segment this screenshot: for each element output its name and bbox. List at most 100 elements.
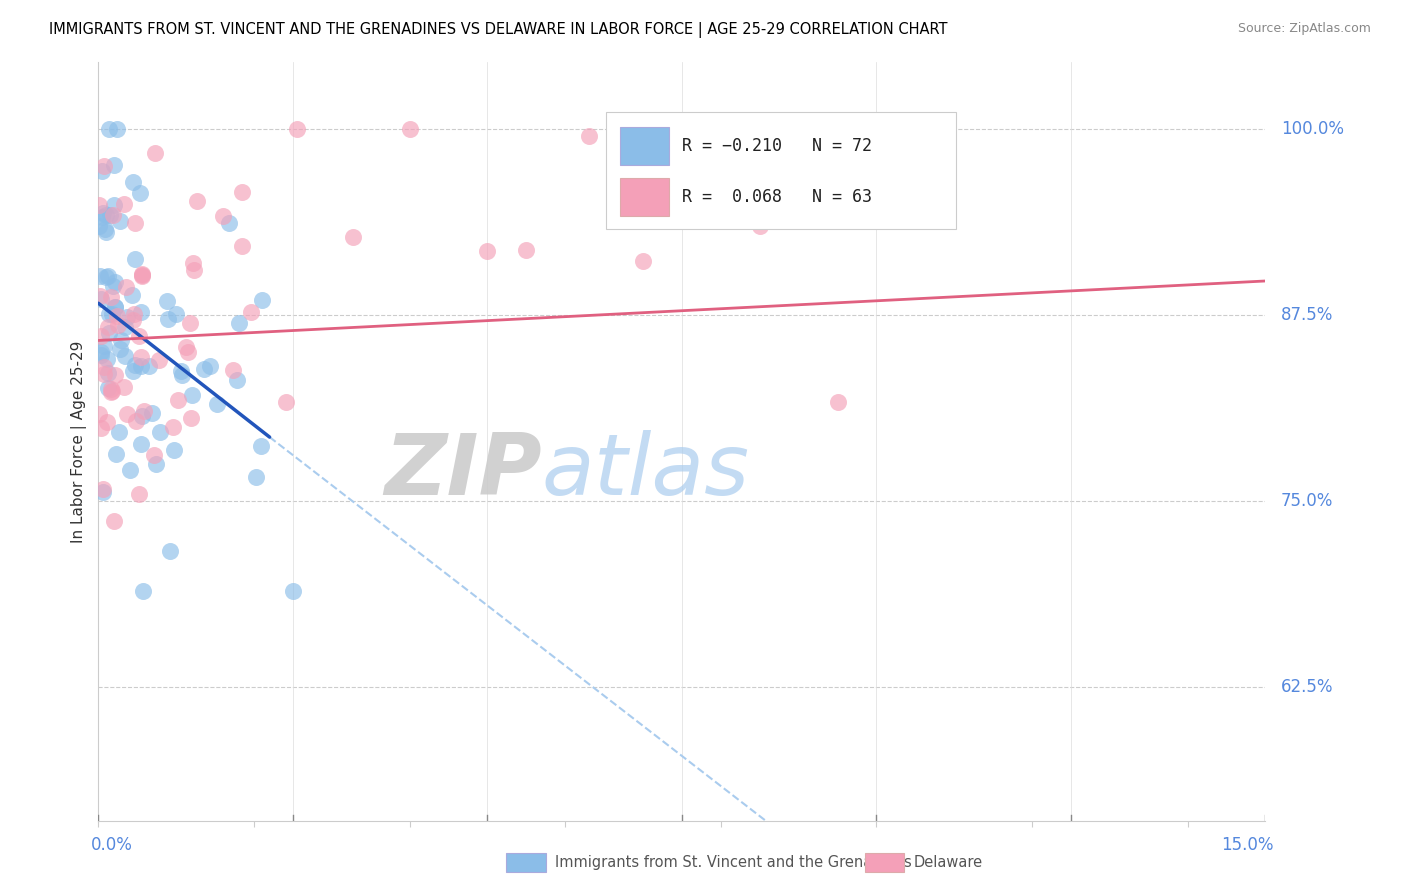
Point bbox=[285, 122, 308, 136]
Text: R =  0.068   N = 63: R = 0.068 N = 63 bbox=[682, 187, 872, 206]
Point bbox=[121, 288, 143, 302]
Point bbox=[128, 487, 150, 501]
Point bbox=[104, 447, 127, 461]
Point bbox=[90, 292, 112, 306]
Point bbox=[87, 198, 110, 212]
Point bbox=[398, 122, 420, 136]
Point bbox=[183, 263, 205, 277]
Point bbox=[250, 293, 273, 307]
Point bbox=[100, 290, 122, 304]
Point bbox=[129, 304, 152, 318]
Point bbox=[107, 318, 129, 333]
Text: Immigrants from St. Vincent and the Grenadines: Immigrants from St. Vincent and the Gren… bbox=[555, 855, 912, 870]
Point bbox=[245, 470, 267, 484]
Point bbox=[131, 409, 153, 423]
Point bbox=[96, 415, 118, 429]
Point bbox=[131, 436, 153, 450]
Point bbox=[97, 326, 120, 340]
Point bbox=[108, 342, 131, 356]
Point bbox=[200, 359, 222, 373]
Point bbox=[181, 387, 204, 401]
Point bbox=[120, 463, 142, 477]
Point bbox=[121, 364, 143, 378]
FancyBboxPatch shape bbox=[606, 112, 956, 229]
Point bbox=[104, 368, 127, 382]
Point bbox=[174, 340, 197, 354]
Point bbox=[239, 305, 262, 319]
Point bbox=[112, 379, 135, 393]
Point bbox=[159, 544, 181, 558]
Point bbox=[148, 353, 170, 368]
Point bbox=[121, 313, 143, 327]
Point bbox=[96, 270, 118, 285]
Point bbox=[91, 163, 114, 178]
Point bbox=[91, 483, 114, 497]
Point bbox=[87, 408, 110, 422]
Point bbox=[112, 197, 135, 211]
Bar bbox=[620, 127, 669, 165]
Point bbox=[218, 216, 240, 230]
Point bbox=[276, 395, 298, 409]
Point bbox=[104, 275, 127, 289]
Text: 100.0%: 100.0% bbox=[1281, 120, 1344, 138]
Point bbox=[515, 244, 537, 258]
Point bbox=[93, 159, 115, 173]
Point bbox=[96, 351, 118, 366]
Text: Delaware: Delaware bbox=[914, 855, 983, 870]
Point bbox=[94, 226, 117, 240]
Point bbox=[162, 420, 184, 434]
Text: R = −0.210   N = 72: R = −0.210 N = 72 bbox=[682, 136, 872, 155]
Point bbox=[865, 135, 887, 149]
Point bbox=[97, 381, 120, 395]
Point bbox=[97, 366, 120, 380]
Point bbox=[477, 244, 499, 259]
Point bbox=[250, 439, 273, 453]
Text: 15.0%: 15.0% bbox=[1220, 836, 1274, 854]
Point bbox=[129, 359, 152, 374]
Point bbox=[183, 256, 205, 270]
Point bbox=[122, 307, 145, 321]
Text: 0.0%: 0.0% bbox=[90, 836, 132, 854]
Point bbox=[93, 367, 115, 381]
Point bbox=[157, 311, 180, 326]
Point bbox=[145, 457, 167, 471]
Point bbox=[105, 122, 128, 136]
Point bbox=[103, 278, 125, 293]
Point bbox=[97, 320, 120, 334]
Point bbox=[207, 396, 229, 410]
Text: 75.0%: 75.0% bbox=[1281, 492, 1333, 510]
Text: ZIP: ZIP bbox=[384, 430, 541, 514]
Point bbox=[131, 267, 153, 281]
Point bbox=[631, 253, 654, 268]
Text: 87.5%: 87.5% bbox=[1281, 306, 1333, 324]
Point bbox=[578, 129, 600, 144]
Point bbox=[98, 208, 121, 222]
Point bbox=[143, 145, 166, 160]
Point bbox=[101, 208, 124, 222]
Point bbox=[115, 310, 138, 324]
Text: IMMIGRANTS FROM ST. VINCENT AND THE GRENADINES VS DELAWARE IN LABOR FORCE | AGE : IMMIGRANTS FROM ST. VINCENT AND THE GREN… bbox=[49, 22, 948, 38]
Point bbox=[101, 384, 124, 398]
Point bbox=[212, 209, 235, 223]
Point bbox=[122, 175, 145, 189]
Point bbox=[108, 425, 131, 440]
Point bbox=[124, 358, 146, 372]
Point bbox=[128, 329, 150, 343]
Point bbox=[100, 382, 122, 396]
Point bbox=[110, 214, 132, 228]
Point bbox=[89, 289, 111, 303]
Point bbox=[91, 485, 114, 500]
Point bbox=[104, 300, 127, 314]
Point bbox=[193, 361, 215, 376]
Bar bbox=[620, 178, 669, 216]
Y-axis label: In Labor Force | Age 25-29: In Labor Force | Age 25-29 bbox=[72, 341, 87, 542]
Point bbox=[281, 583, 304, 598]
Point bbox=[96, 208, 118, 222]
Point bbox=[177, 344, 200, 359]
Point bbox=[342, 230, 364, 244]
Point bbox=[129, 186, 152, 201]
Point bbox=[143, 448, 166, 462]
Point bbox=[141, 406, 163, 420]
Text: 62.5%: 62.5% bbox=[1281, 678, 1333, 696]
Point bbox=[91, 206, 114, 220]
